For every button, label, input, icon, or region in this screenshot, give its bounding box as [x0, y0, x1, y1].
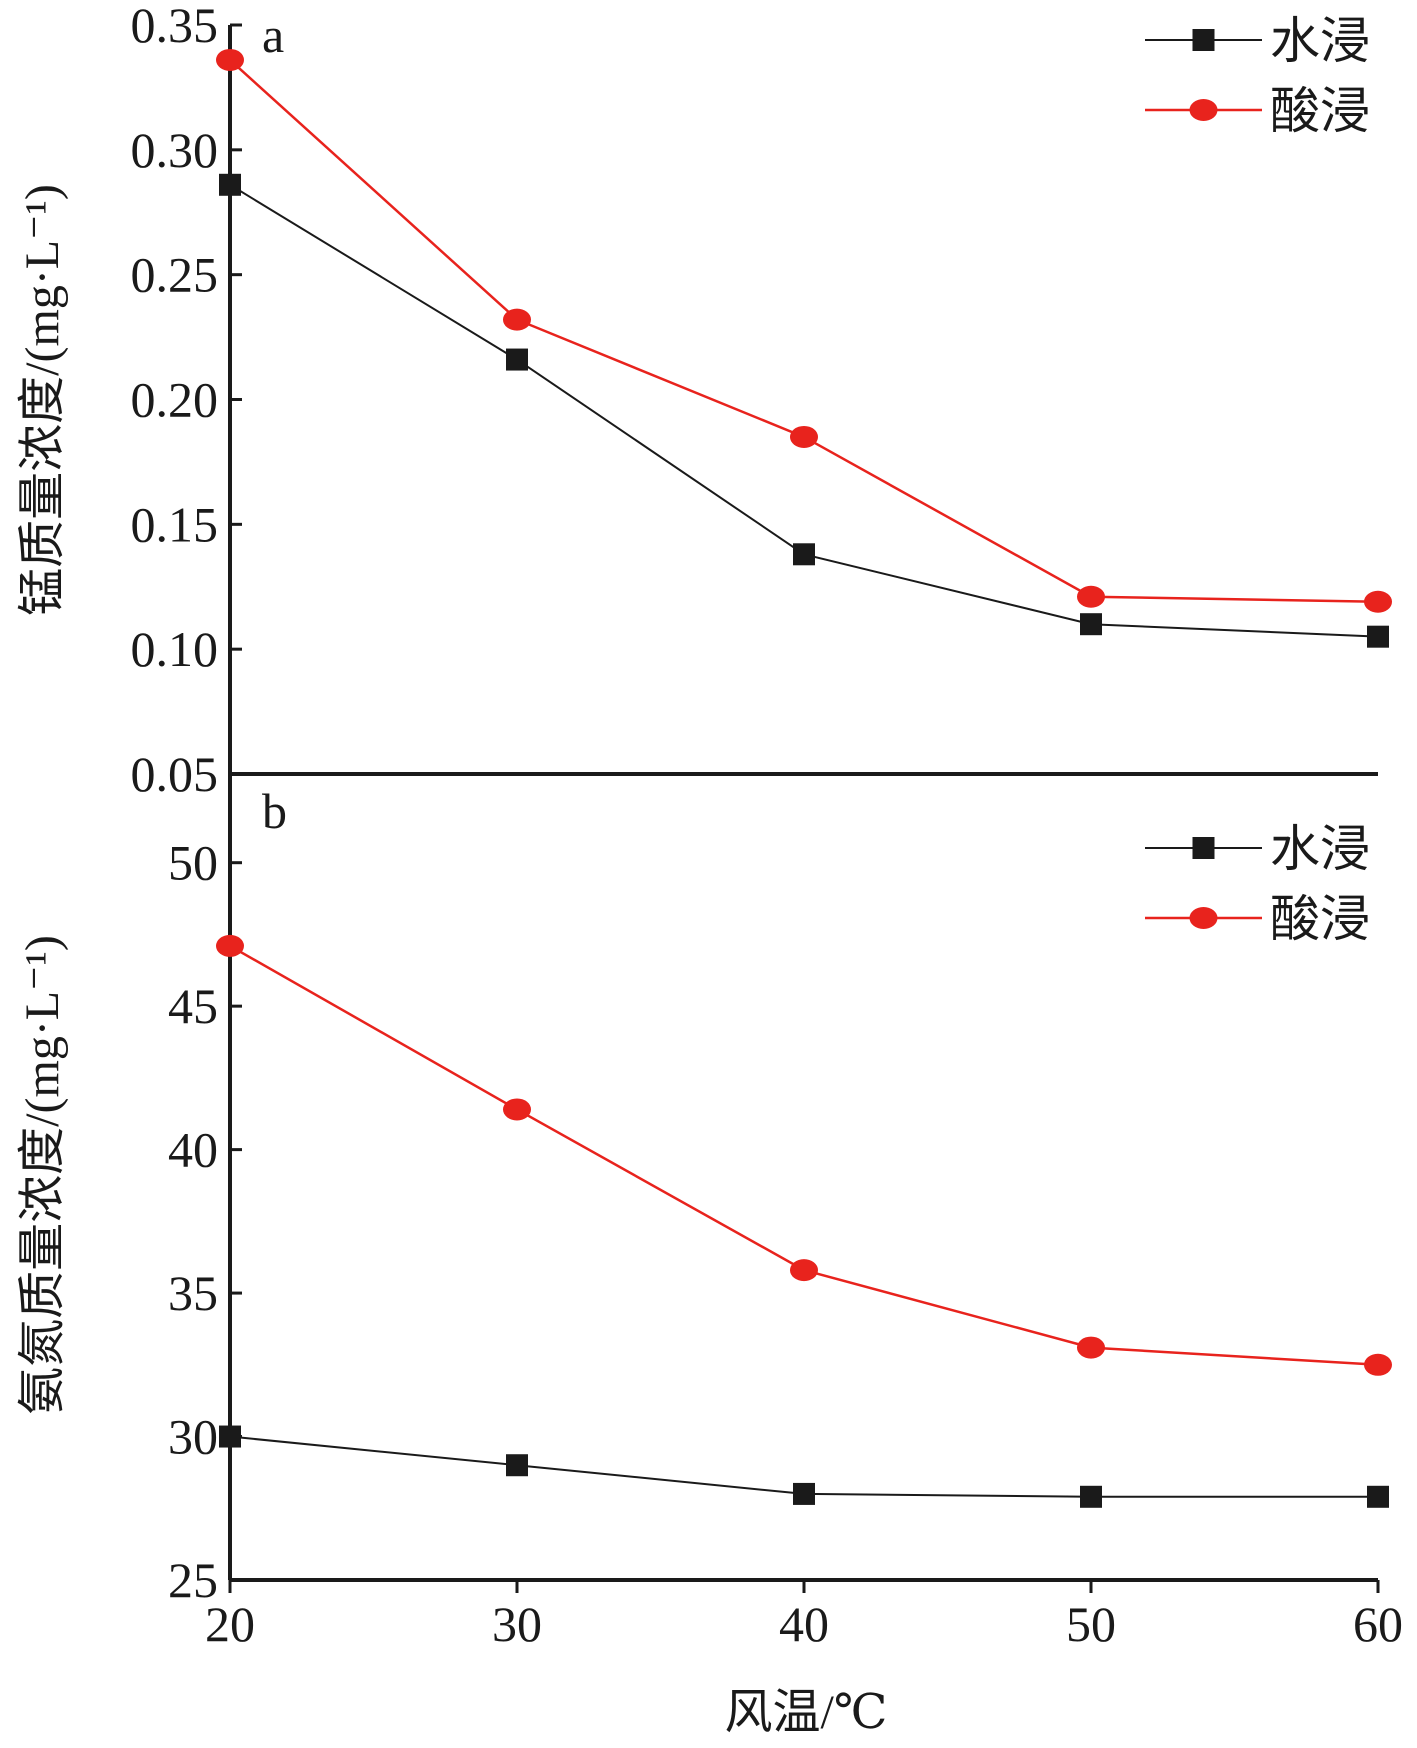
- legend-marker: [1192, 29, 1215, 51]
- legend-label: 酸浸: [1270, 891, 1370, 947]
- data-point: [1077, 1336, 1105, 1359]
- data-point: [790, 425, 818, 448]
- panel-label: a: [262, 7, 284, 63]
- y-tick-label: 25: [168, 1552, 218, 1608]
- y-tick-label: 0.35: [131, 0, 219, 53]
- legend-marker: [1189, 907, 1218, 929]
- panel-label: b: [262, 783, 287, 839]
- legend-marker: [1189, 99, 1218, 121]
- data-point: [503, 308, 531, 331]
- data-point: [216, 934, 244, 957]
- data-point: [1080, 1485, 1102, 1508]
- data-point: [1364, 1353, 1392, 1376]
- legend-label: 酸浸: [1270, 83, 1370, 139]
- data-point: [503, 1098, 531, 1121]
- data-point: [1367, 625, 1389, 648]
- series-line: [229, 944, 1379, 1367]
- y-tick-label: 0.25: [131, 247, 219, 303]
- x-tick-label: 60: [1353, 1596, 1403, 1652]
- data-point: [506, 1454, 528, 1477]
- y-tick-label: 0.05: [131, 746, 219, 802]
- data-point: [219, 1425, 241, 1448]
- y-tick-label: 40: [168, 1122, 218, 1178]
- data-point: [1364, 590, 1392, 613]
- legend-marker: [1192, 837, 1215, 859]
- data-point: [790, 1259, 818, 1282]
- data-point: [793, 543, 815, 566]
- legend-label: 水浸: [1270, 13, 1370, 69]
- y-tick-label: 50: [168, 835, 218, 891]
- data-point: [793, 1482, 815, 1505]
- y-tick-label: 0.20: [131, 372, 219, 428]
- shared-x-axis: 20 30 40 50 60 风温/℃: [205, 772, 1403, 1739]
- data-point: [1080, 613, 1102, 636]
- y-tick-label: 35: [168, 1265, 218, 1321]
- y-tick-label: 30: [168, 1409, 218, 1465]
- series-line: [229, 59, 1379, 603]
- panel-a: 0.05 0.10 0.15 0.20 0.25 0.30 0.35 锰质量浓度/(mg·L⁻…: [16, 0, 1392, 802]
- data-point: [216, 48, 244, 71]
- x-tick-label: 30: [492, 1596, 542, 1652]
- y-tick-label: 0.15: [131, 496, 219, 552]
- data-point: [506, 348, 528, 371]
- data-point: [1077, 585, 1105, 608]
- x-axis-title: 风温/℃: [724, 1686, 887, 1739]
- x-tick-label: 50: [1066, 1596, 1116, 1652]
- y-tick-label: 0.30: [131, 122, 219, 178]
- y-tick-label: 45: [168, 978, 218, 1034]
- y-axis-title: 锰质量浓度/(mg·L⁻¹): [16, 184, 69, 616]
- y-axis-title: 氨氮质量浓度/(mg·L⁻¹): [16, 935, 69, 1415]
- series-line: [229, 183, 1379, 638]
- data-point: [1367, 1485, 1389, 1508]
- x-tick-label: 20: [205, 1596, 255, 1652]
- legend-label: 水浸: [1270, 821, 1370, 877]
- y-tick-label: 0.10: [131, 621, 219, 677]
- x-tick-label: 40: [779, 1596, 829, 1652]
- data-point: [219, 173, 241, 196]
